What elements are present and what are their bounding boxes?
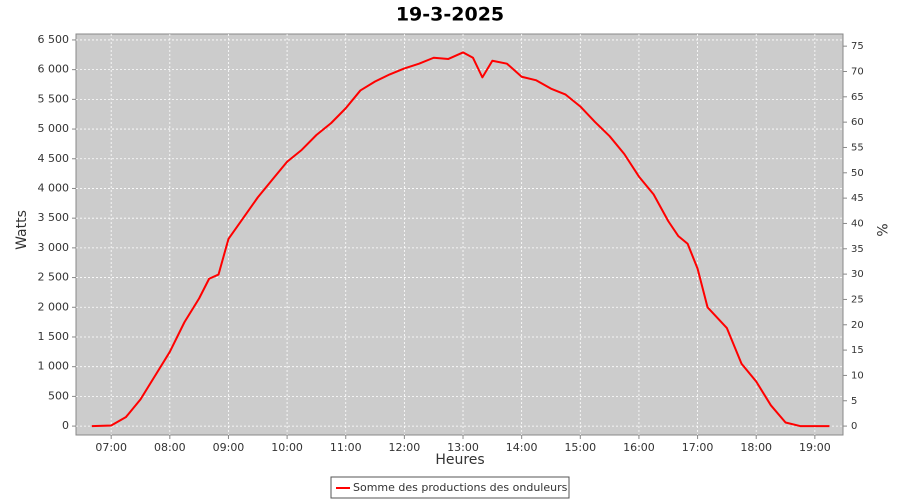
x-tick-label: 12:00 <box>389 441 421 454</box>
y-tick-label: 1 000 <box>38 360 70 373</box>
x-tick-label: 13:00 <box>447 441 479 454</box>
y-tick-label: 2 500 <box>38 271 70 284</box>
y-tick-label: 2 000 <box>38 300 70 313</box>
y2-tick-label: 45 <box>851 193 864 204</box>
x-tick-label: 08:00 <box>154 441 186 454</box>
x-tick-label: 11:00 <box>330 441 362 454</box>
y2-tick-label: 5 <box>851 396 857 407</box>
y-tick-label: 0 <box>62 419 69 432</box>
y2-tick-label: 0 <box>851 421 857 432</box>
y-axis-label: Watts <box>14 210 30 250</box>
y2-tick-label: 65 <box>851 92 864 103</box>
x-axis-label: Heures <box>435 452 484 468</box>
y-tick-label: 6 500 <box>38 33 70 46</box>
x-tick-label: 18:00 <box>740 441 772 454</box>
y-tick-label: 5 000 <box>38 122 70 135</box>
plot-area <box>75 33 844 436</box>
y2-tick-label: 35 <box>851 244 864 255</box>
x-tick-label: 09:00 <box>213 441 245 454</box>
series-line <box>91 51 830 428</box>
legend-label: Somme des productions des onduleurs <box>353 481 568 494</box>
x-tick-label: 10:00 <box>271 441 303 454</box>
y2-tick-label: 30 <box>851 269 864 280</box>
y2-tick-label: 20 <box>851 320 864 331</box>
y2-tick-label: 40 <box>851 218 864 229</box>
x-tick-label: 14:00 <box>506 441 538 454</box>
legend: Somme des productions des onduleurs <box>330 476 570 499</box>
y-tick-label: 500 <box>48 389 69 402</box>
y2-tick-label: 75 <box>851 41 864 52</box>
x-tick-label: 19:00 <box>799 441 831 454</box>
y-tick-label: 4 500 <box>38 152 70 165</box>
y2-tick-label: 60 <box>851 117 864 128</box>
y2-tick-label: 10 <box>851 370 864 381</box>
y2-tick-label: 70 <box>851 66 864 77</box>
y-tick-label: 3 500 <box>38 211 70 224</box>
y2-tick-label: 50 <box>851 168 864 179</box>
legend-box <box>330 476 570 499</box>
x-tick-label: 17:00 <box>682 441 714 454</box>
y-tick-label: 1 500 <box>38 330 70 343</box>
y2-axis-label: % <box>873 223 889 236</box>
y-tick-label: 6 000 <box>38 63 70 76</box>
y-tick-label: 4 000 <box>38 181 70 194</box>
y2-tick-label: 15 <box>851 345 864 356</box>
y-tick-label: 3 000 <box>38 241 70 254</box>
x-tick-label: 15:00 <box>564 441 596 454</box>
y-tick-label: 5 500 <box>38 92 70 105</box>
x-tick-label: 16:00 <box>623 441 655 454</box>
y2-tick-label: 25 <box>851 294 864 305</box>
x-tick-label: 07:00 <box>95 441 127 454</box>
y2-tick-label: 55 <box>851 142 864 153</box>
chart-title: 19-3-2025 <box>396 4 504 26</box>
